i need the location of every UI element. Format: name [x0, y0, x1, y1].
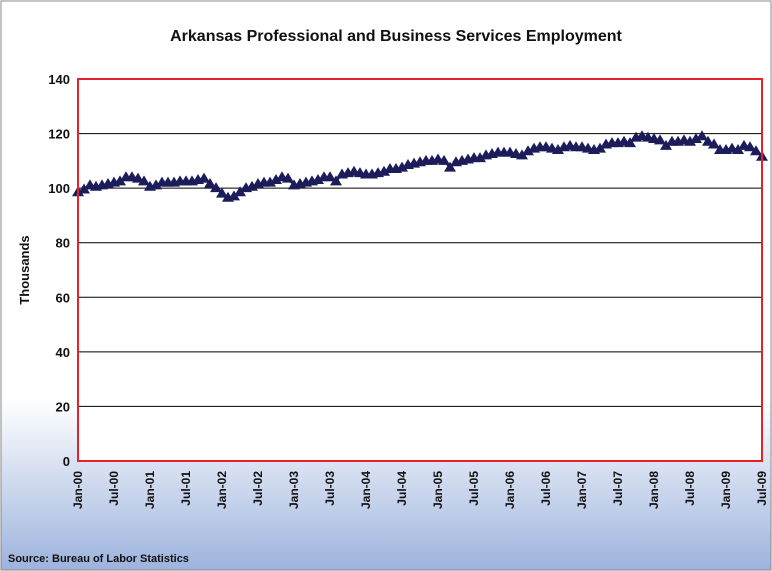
x-tick-label: Jan-03: [287, 471, 301, 509]
point-marker: [750, 145, 762, 156]
x-tick-label: Jan-05: [431, 471, 445, 509]
y-tick-label: 40: [56, 345, 70, 360]
point-marker: [270, 173, 282, 184]
point-marker: [312, 173, 324, 184]
x-tick-label: Jul-04: [395, 471, 409, 506]
point-marker: [654, 134, 666, 145]
point-marker: [378, 165, 390, 176]
point-marker: [438, 154, 450, 165]
point-marker: [744, 141, 756, 152]
x-tick-label: Jan-00: [71, 471, 85, 509]
x-tick-label: Jul-05: [467, 471, 481, 506]
point-marker: [216, 187, 228, 198]
point-marker: [702, 135, 714, 146]
point-marker: [264, 176, 276, 187]
point-marker: [132, 172, 144, 183]
x-tick-label: Jan-07: [575, 471, 589, 509]
point-marker: [732, 143, 744, 154]
x-tick-label: Jul-03: [323, 471, 337, 506]
point-marker: [198, 172, 210, 183]
point-marker: [282, 172, 294, 183]
point-marker: [204, 178, 216, 189]
x-tick-label: Jul-00: [107, 471, 121, 506]
point-marker: [516, 149, 528, 160]
x-tick-label: Jan-09: [719, 471, 733, 509]
x-tick-label: Jan-04: [359, 471, 373, 509]
y-tick-label: 20: [56, 399, 70, 414]
x-tick-label: Jul-07: [611, 471, 625, 506]
x-tick-label: Jul-09: [755, 471, 769, 506]
point-marker: [150, 179, 162, 190]
plot-border: [77, 78, 763, 462]
x-tick-label: Jan-08: [647, 471, 661, 509]
x-tick-label: Jan-02: [215, 471, 229, 509]
y-tick-label: 0: [63, 454, 70, 469]
chart-title: Arkansas Professional and Business Servi…: [170, 28, 622, 45]
point-marker: [210, 182, 222, 193]
point-marker: [624, 137, 636, 148]
point-marker: [696, 130, 708, 141]
point-marker: [324, 171, 336, 182]
point-marker: [138, 175, 150, 186]
point-marker: [522, 145, 534, 156]
x-tick-label: Jul-08: [683, 471, 697, 506]
x-tick-label: Jul-02: [251, 471, 265, 506]
y-tick-label: 80: [56, 236, 70, 251]
source: Source: Bureau of Labor Statistics: [8, 553, 189, 565]
point-marker: [552, 143, 564, 154]
y-tick-label: 140: [48, 72, 70, 87]
point-marker: [114, 175, 126, 186]
point-marker: [594, 142, 606, 153]
point-marker: [330, 175, 342, 186]
point-marker: [474, 152, 486, 163]
point-marker: [708, 138, 720, 149]
point-marker: [234, 186, 246, 197]
x-tick-label: Jul-01: [179, 471, 193, 506]
x-tick-label: Jan-01: [143, 471, 157, 509]
y-tick-label: 60: [56, 290, 70, 305]
x-tick-label: Jan-06: [503, 471, 517, 509]
x-tick-label: Jul-06: [539, 471, 553, 506]
y-tick-label: 100: [48, 181, 70, 196]
point-marker: [396, 161, 408, 172]
y-tick-label: 120: [48, 127, 70, 142]
point-marker: [684, 135, 696, 146]
plot-area: [78, 79, 762, 461]
point-marker: [690, 133, 702, 144]
point-marker: [660, 139, 672, 150]
point-marker: [444, 161, 456, 172]
point-marker: [246, 180, 258, 191]
point-marker: [228, 190, 240, 201]
y-axis-label: Thousands: [17, 235, 32, 304]
point-marker: [78, 183, 90, 194]
